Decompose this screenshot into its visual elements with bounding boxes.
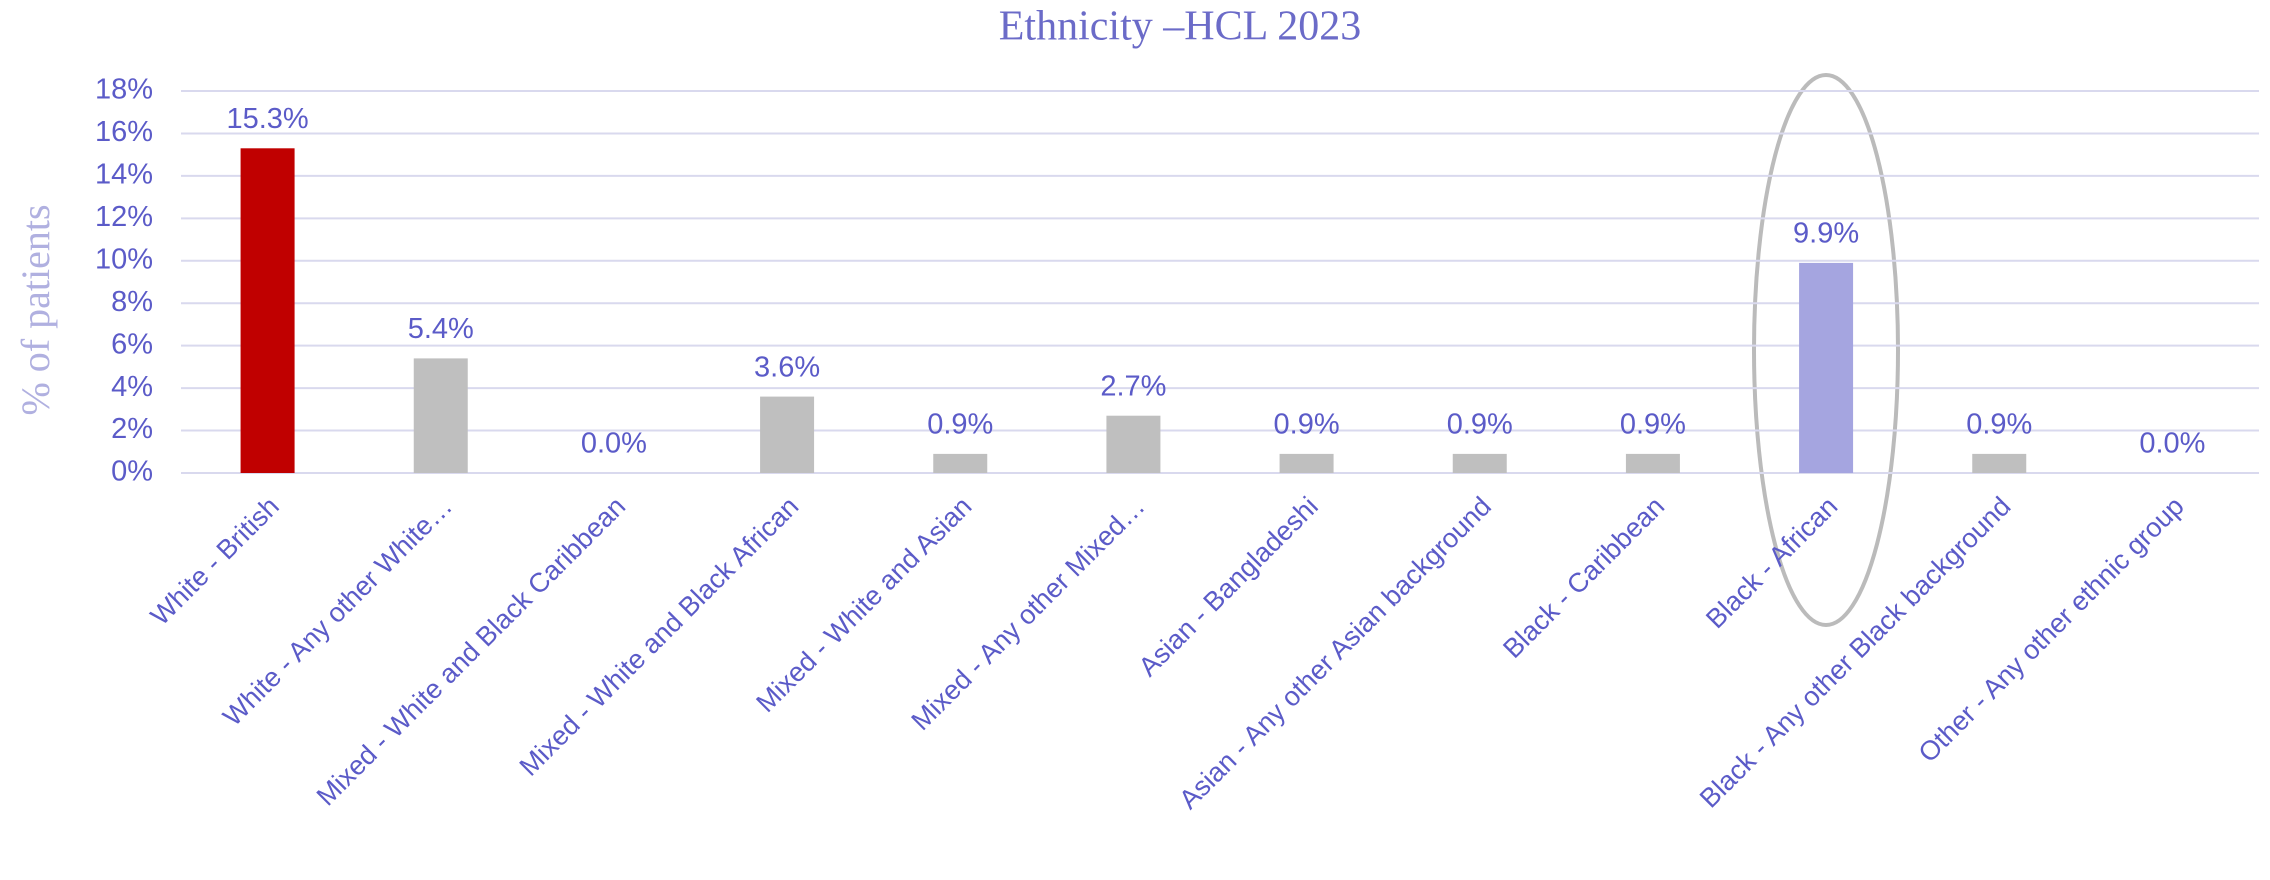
y-tick-label: 16% (95, 116, 153, 148)
value-label: 2.7% (1100, 370, 1166, 402)
value-label: 3.6% (754, 351, 820, 383)
y-tick-label: 18% (95, 74, 153, 106)
y-tick-label: 12% (95, 201, 153, 233)
value-label: 0.9% (1447, 409, 1513, 441)
y-tick-label: 0% (111, 456, 153, 488)
x-tick-label: Mixed - White and Black Caribbean (311, 491, 631, 811)
y-axis-label: % of patients (13, 204, 58, 415)
x-tick-label: Mixed - White and Black African (514, 491, 805, 782)
bar (933, 453, 988, 473)
y-tick-label: 14% (95, 159, 153, 191)
value-label: 0.9% (1966, 409, 2032, 441)
x-tick-label: Black - Any other Black background (1694, 491, 2017, 814)
chart-title: Ethnicity –HCL 2023 (999, 4, 1361, 50)
y-tick-label: 8% (111, 286, 153, 318)
value-label: 0.0% (581, 428, 647, 460)
x-tick-label: White - British (145, 491, 285, 631)
value-label: 0.9% (1620, 409, 1686, 441)
y-tick-label: 10% (95, 243, 153, 275)
y-tick-label: 2% (111, 413, 153, 445)
highlight-ellipse (1752, 73, 1900, 627)
bar (1279, 453, 1334, 473)
bar (1625, 453, 1680, 473)
x-tick-label: Asian - Any other Asian background (1173, 491, 1497, 815)
bar (760, 396, 815, 473)
value-label: 9.9% (1793, 218, 1859, 250)
bar (1799, 262, 1854, 473)
bar (413, 358, 468, 473)
bar (1106, 415, 1161, 473)
y-tick-label: 6% (111, 328, 153, 360)
value-label: 15.3% (226, 103, 308, 135)
value-label: 0.9% (1274, 409, 1340, 441)
value-label: 0.0% (2139, 428, 2205, 460)
y-tick-label: 4% (111, 371, 153, 403)
bar (1972, 453, 2027, 473)
value-label: 0.9% (927, 409, 993, 441)
value-label: 5.4% (408, 313, 474, 345)
bar (1452, 453, 1507, 473)
x-tick-label: Black - Caribbean (1497, 491, 1670, 664)
x-tick-label: Asian - Bangladeshi (1133, 491, 1324, 682)
bar (240, 148, 295, 474)
x-tick-label: Black - African (1700, 491, 1843, 634)
